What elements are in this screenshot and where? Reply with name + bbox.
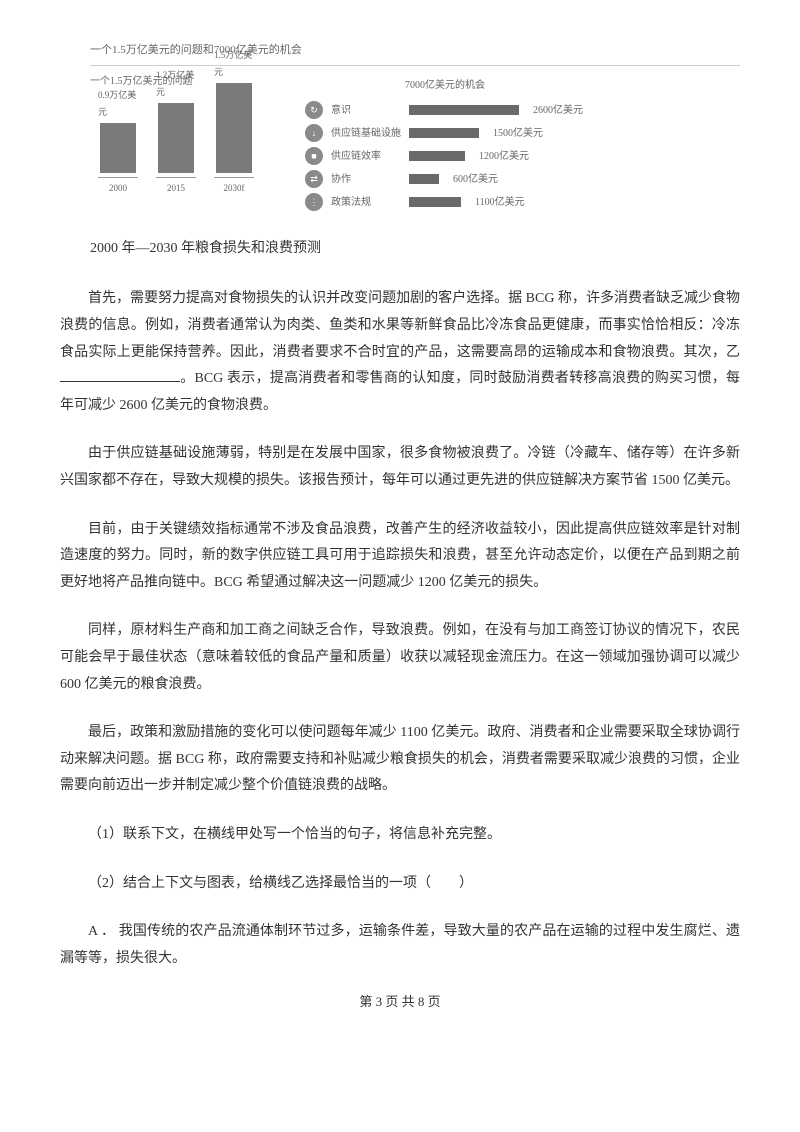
question-1: （1）联系下文，在横线甲处写一个恰当的句子，将信息补充完整。 (60, 822, 740, 849)
legend-bar (409, 151, 465, 161)
legend-label: 意识 (331, 101, 401, 120)
legend-bar (409, 197, 461, 207)
paragraph-5: 最后，政策和激励措施的变化可以使问题每年减少 1100 亿美元。政府、消费者和企… (60, 720, 740, 800)
bar-rect (216, 83, 252, 173)
legend-icon: ↓ (305, 124, 323, 142)
paragraph-1: 首先，需要努力提高对食物损失的认识并改变问题加剧的客户选择。据 BCG 称，许多… (60, 286, 740, 419)
legend-bar (409, 128, 479, 138)
chart-figure: 一个1.5万亿美元的问题和7000亿美元的机会 一个1.5万亿美元的问题 0.9… (90, 40, 740, 216)
paragraph-3: 目前，由于关键绩效指标通常不涉及食品浪费，改善产生的经济收益较小，因此提高供应链… (60, 517, 740, 597)
legend-icon: ↻ (305, 101, 323, 119)
legend-label: 政策法规 (331, 193, 401, 212)
legend-subtitle: 7000亿美元的机会 (305, 76, 585, 95)
bar-rect (100, 123, 136, 173)
blank-yi (60, 368, 180, 382)
legend-row: ↻ 意识 2600亿美元 (305, 101, 585, 120)
legend-icon: ⇄ (305, 170, 323, 188)
legend-row: ⇄ 协作 600亿美元 (305, 170, 585, 189)
legend-icon: ■ (305, 147, 323, 165)
legend-label: 供应链效率 (331, 147, 401, 166)
bar-x-label: 2015 (156, 177, 196, 197)
legend-bar (409, 105, 519, 115)
bar-column: 1.5万亿美元 2030f (214, 47, 254, 197)
bar-column: 0.9万亿美元 2000 (98, 87, 138, 197)
legend-row: ⋮ 政策法规 1100亿美元 (305, 193, 585, 212)
legend-value: 600亿美元 (453, 170, 498, 189)
bar-chart: 0.9万亿美元20001.2万亿美元20151.5万亿美元2030f (90, 97, 290, 197)
bar-column: 1.2万亿美元 2015 (156, 67, 196, 197)
legend-label: 供应链基础设施 (331, 124, 401, 143)
paragraph-4: 同样，原材料生产商和加工商之间缺乏合作，导致浪费。例如，在没有与加工商签订协议的… (60, 618, 740, 698)
legend-value: 1100亿美元 (475, 193, 525, 212)
bar-value-label: 1.2万亿美元 (156, 67, 196, 101)
question-2: （2）结合上下文与图表，给横线乙选择最恰当的一项（ ） (60, 871, 740, 898)
bar-chart-section: 一个1.5万亿美元的问题 0.9万亿美元20001.2万亿美元20151.5万亿… (90, 72, 290, 216)
bar-rect (158, 103, 194, 173)
legend-section: 7000亿美元的机会 ↻ 意识 2600亿美元 ↓ 供应链基础设施 1500亿美元 ■ 供应链… (305, 72, 585, 216)
p1-text-a: 首先，需要努力提高对食物损失的认识并改变问题加剧的客户选择。据 BCG 称，许多… (60, 291, 740, 359)
chart-caption: 2000 年—2030 年粮食损失和浪费预测 (90, 236, 740, 263)
chart-body: 一个1.5万亿美元的问题 0.9万亿美元20001.2万亿美元20151.5万亿… (90, 65, 740, 216)
bar-value-label: 1.5万亿美元 (214, 47, 254, 81)
bar-value-label: 0.9万亿美元 (98, 87, 138, 121)
legend-rows: ↻ 意识 2600亿美元 ↓ 供应链基础设施 1500亿美元 ■ 供应链效率 1200亿美元 ⇄ 协… (305, 101, 585, 212)
legend-value: 2600亿美元 (533, 101, 583, 120)
legend-row: ■ 供应链效率 1200亿美元 (305, 147, 585, 166)
bar-x-label: 2030f (214, 177, 254, 197)
paragraph-2: 由于供应链基础设施薄弱，特别是在发展中国家，很多食物被浪费了。冷链（冷藏车、储存… (60, 441, 740, 494)
chart-main-title: 一个1.5万亿美元的问题和7000亿美元的机会 (90, 40, 740, 61)
legend-value: 1500亿美元 (493, 124, 543, 143)
legend-label: 协作 (331, 170, 401, 189)
legend-icon: ⋮ (305, 193, 323, 211)
bar-x-label: 2000 (98, 177, 138, 197)
option-a: A ． 我国传统的农产品流通体制环节过多，运输条件差，导致大量的农产品在运输的过… (60, 919, 740, 972)
page-footer: 第 3 页 共 8 页 (60, 990, 740, 1015)
legend-value: 1200亿美元 (479, 147, 529, 166)
legend-bar (409, 174, 439, 184)
legend-row: ↓ 供应链基础设施 1500亿美元 (305, 124, 585, 143)
